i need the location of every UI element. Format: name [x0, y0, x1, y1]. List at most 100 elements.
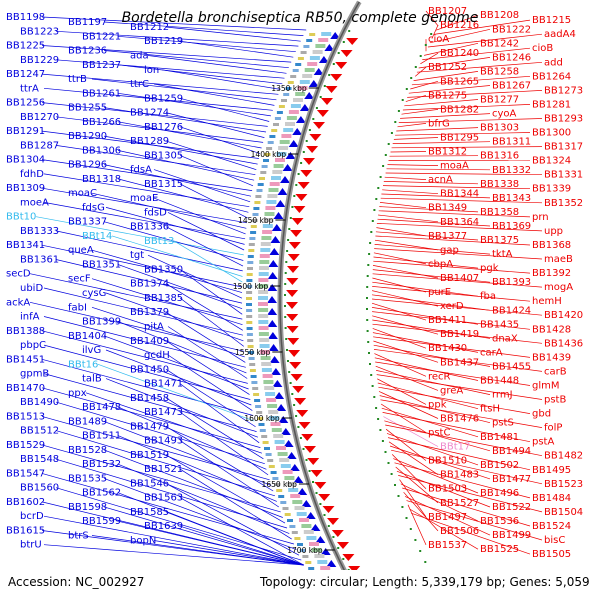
reverse-gene-arrow	[289, 362, 302, 369]
feature-block	[272, 170, 283, 174]
feature-block	[270, 471, 277, 474]
minor-tick	[289, 217, 292, 219]
feature-block	[268, 188, 279, 192]
scale-label: 1550 kbp	[235, 348, 271, 357]
forward-gene-arrow	[267, 296, 277, 303]
gene-label-reverse: greA	[440, 385, 463, 396]
gene-label-reverse: BB1483	[440, 470, 479, 481]
leader-line-reverse	[424, 42, 479, 56]
minor-tick	[337, 52, 340, 54]
leader-line-forward	[165, 112, 265, 138]
feature-block	[252, 387, 259, 390]
leader-line-reverse	[373, 336, 531, 358]
reverse-gene-arrow	[292, 386, 305, 393]
feature-block	[246, 321, 253, 324]
forward-gene-arrow	[315, 536, 326, 543]
leader-line-reverse	[374, 248, 543, 260]
feature-block	[267, 141, 274, 144]
feature-block	[285, 87, 292, 90]
gene-label-reverse: BB1339	[532, 184, 571, 195]
gene-label-forward: ttrA	[20, 83, 39, 94]
leader-line-reverse	[389, 155, 479, 157]
gene-label-forward: bopN	[130, 536, 156, 547]
reverse-gene-arrow	[295, 194, 308, 201]
forward-gene-arrow	[299, 104, 310, 111]
leader-line-forward	[179, 297, 245, 347]
forward-gene-arrow	[297, 488, 308, 495]
gene-label-reverse: BB1527	[440, 498, 479, 509]
leader-line-reverse	[395, 132, 531, 136]
gene-label-forward: lon	[144, 65, 159, 76]
minor-tick	[394, 121, 397, 123]
reverse-gene-arrow	[327, 518, 339, 525]
gene-label-forward: moaE	[130, 193, 158, 204]
minor-tick	[369, 242, 372, 244]
leader-line-forward	[179, 155, 254, 187]
gene-label-forward: BB1261	[82, 88, 121, 99]
gene-label-forward: BB1336	[130, 222, 169, 233]
feature-block	[299, 518, 309, 522]
gene-label-forward: BB1309	[6, 183, 45, 194]
minor-tick	[323, 85, 326, 87]
gene-label-reverse: dnaX	[492, 333, 518, 344]
forward-gene-arrow	[318, 56, 329, 63]
gene-label-forward: fabI	[68, 302, 87, 313]
forward-gene-arrow	[274, 392, 285, 399]
leader-line-forward	[41, 244, 243, 288]
feature-block	[253, 393, 260, 396]
feature-block	[286, 482, 297, 486]
scale-label: 1500 kbp	[233, 282, 269, 291]
gene-label-reverse: BB1344	[440, 189, 479, 200]
reverse-gene-arrow	[346, 38, 359, 45]
gene-label-reverse: ppk	[428, 399, 447, 410]
gene-label-reverse: tktA	[492, 249, 513, 260]
feature-block	[315, 44, 326, 48]
gene-label-forward: BB1270	[20, 112, 59, 123]
reverse-gene-arrow	[288, 242, 301, 249]
reverse-gene-arrow	[335, 62, 348, 69]
leader-line-forward	[41, 387, 261, 448]
minor-tick	[302, 151, 305, 153]
gene-label-reverse: pstC	[428, 428, 450, 439]
minor-tick	[381, 440, 384, 442]
gene-label-forward: ada	[130, 51, 149, 62]
reverse-gene-arrow	[307, 458, 320, 465]
leader-line-forward	[41, 73, 279, 95]
gene-label-reverse: pstA	[532, 437, 554, 448]
feature-block	[304, 68, 315, 72]
gene-label-reverse: BB1377	[428, 231, 467, 242]
leader-line-forward	[43, 287, 244, 336]
gene-label-forward: ubiD	[20, 283, 43, 294]
gene-label-forward: BB1223	[20, 26, 59, 37]
feature-block	[265, 206, 276, 210]
gene-label-forward: BB1388	[6, 326, 45, 337]
gene-label-forward: BB1315	[144, 179, 183, 190]
feature-block	[299, 80, 310, 84]
feature-block	[277, 452, 288, 456]
leader-line-reverse	[374, 353, 427, 377]
gene-label-forward: BB1546	[130, 478, 169, 489]
gene-label-forward: BB1450	[130, 364, 169, 375]
leader-line-reverse	[400, 483, 479, 522]
leader-line-forward	[165, 426, 274, 492]
gene-label-forward: BB1478	[82, 402, 121, 413]
forward-gene-arrow	[324, 44, 335, 51]
leader-line-reverse	[435, 14, 479, 31]
feature-block	[287, 81, 294, 84]
gene-label-forward: BB1266	[82, 117, 121, 128]
feature-block	[259, 260, 270, 264]
minor-tick	[384, 154, 387, 156]
leader-line-forward	[179, 525, 304, 566]
leader-line-forward	[55, 430, 275, 497]
feature-block	[248, 357, 255, 360]
leader-line-reverse	[407, 504, 427, 546]
minor-tick	[286, 349, 288, 351]
feature-block	[286, 116, 297, 120]
gene-label-reverse: cioB	[532, 43, 553, 54]
leader-line-reverse	[378, 214, 439, 223]
leader-line-reverse	[376, 227, 427, 237]
leader-line-reverse	[373, 349, 543, 372]
minor-tick	[291, 206, 294, 208]
gene-label-reverse: BB1368	[532, 240, 571, 251]
